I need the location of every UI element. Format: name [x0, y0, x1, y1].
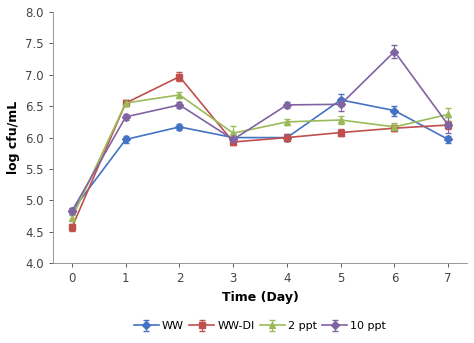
X-axis label: Time (Day): Time (Day)	[222, 291, 299, 304]
Legend: WW, WW-DI, 2 ppt, 10 ppt: WW, WW-DI, 2 ppt, 10 ppt	[132, 319, 388, 333]
Y-axis label: log cfu/mL: log cfu/mL	[7, 101, 20, 174]
